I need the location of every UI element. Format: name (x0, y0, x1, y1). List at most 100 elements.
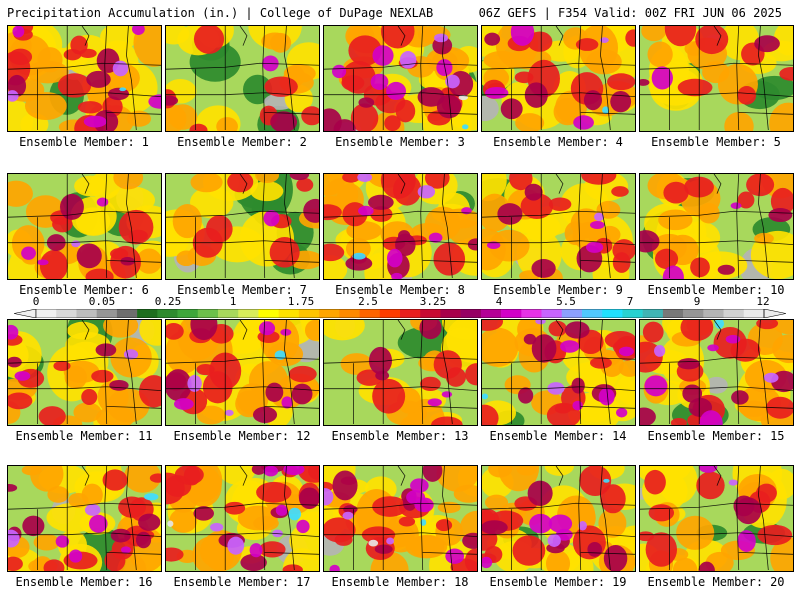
precip-area (399, 51, 417, 69)
colorbar-swatch (137, 309, 158, 318)
precip-area (600, 484, 626, 514)
precip-area (680, 320, 714, 341)
precip-area (461, 124, 469, 130)
colorbar-swatch (218, 309, 239, 318)
precip-area (380, 26, 415, 49)
precip-area (616, 407, 628, 418)
precip-area (433, 242, 466, 276)
precip-area (769, 102, 793, 131)
precip-area (583, 90, 603, 111)
precip-area (253, 515, 279, 531)
member-map (323, 173, 478, 280)
precip-area (553, 97, 582, 126)
precip-area (224, 409, 234, 416)
precip-area (768, 208, 793, 222)
precip-area (756, 320, 779, 330)
precip-area (482, 327, 519, 367)
member-map (7, 319, 162, 426)
colorbar-tick-label: 1 (229, 295, 237, 308)
state-border (106, 259, 161, 263)
state-border (422, 405, 477, 409)
state-border (640, 62, 793, 70)
precip-area (707, 344, 719, 352)
state-border (166, 502, 319, 510)
precip-area (644, 469, 666, 495)
precip-area (298, 487, 319, 510)
precip-area (332, 470, 358, 501)
precip-area (296, 178, 314, 192)
precip-area (102, 469, 128, 491)
state-border (758, 26, 769, 131)
member-label-text: Ensemble Member: (489, 429, 606, 443)
precip-area (43, 559, 65, 571)
state-border (284, 320, 295, 425)
precip-area (166, 95, 179, 106)
precip-area (676, 515, 715, 550)
precip-area (607, 73, 635, 91)
state-border (600, 26, 611, 131)
state-border (555, 320, 564, 340)
precip-area (109, 379, 129, 391)
precip-area (664, 26, 697, 47)
precip-area (724, 111, 754, 131)
precip-area (441, 391, 453, 398)
precip-area (118, 496, 146, 518)
member-number: 16 (138, 575, 153, 589)
state-border (580, 551, 635, 555)
precip-area (433, 350, 462, 379)
state-border (482, 62, 635, 70)
precip-area (398, 516, 416, 527)
precip-area (289, 521, 319, 561)
precip-area (641, 26, 667, 42)
precip-area (190, 320, 218, 341)
precip-area (560, 340, 580, 353)
precip-map-graphic (324, 466, 477, 571)
member-number: 17 (296, 575, 311, 589)
state-border (713, 466, 722, 486)
precip-area (730, 202, 742, 210)
precip-area (548, 320, 567, 337)
precipitation-colorbar (14, 309, 786, 318)
member-map (639, 173, 794, 280)
state-border (397, 320, 406, 340)
precip-area (138, 513, 161, 531)
member-map (165, 319, 320, 426)
precip-area (103, 320, 139, 338)
precip-area (465, 363, 477, 386)
member-label: Ensemble Member: 9 (479, 283, 637, 297)
state-border (600, 174, 611, 279)
precip-area (698, 561, 715, 571)
state-border (600, 320, 611, 425)
precip-area (21, 466, 42, 476)
member-number: 7 (299, 283, 307, 297)
precip-area (261, 32, 289, 50)
precip-area (655, 248, 679, 270)
colorbar-swatch (400, 309, 421, 318)
state-border (578, 320, 582, 425)
member-label: Ensemble Member: 19 (479, 575, 637, 589)
precip-area (86, 70, 111, 88)
precip-area (417, 185, 436, 199)
precip-area (63, 360, 100, 383)
colorbar-tick-label: 9 (693, 295, 701, 308)
precip-area (166, 547, 184, 562)
member-map (323, 25, 478, 132)
precip-area (737, 530, 756, 552)
precip-area (342, 174, 360, 183)
member-number: 2 (299, 135, 307, 149)
precip-area (520, 193, 554, 219)
precip-area (250, 181, 284, 202)
colorbar-swatch (501, 309, 522, 318)
precip-area (735, 497, 762, 525)
precip-area (368, 539, 379, 547)
state-border (264, 405, 319, 409)
precip-area (324, 488, 334, 506)
state-border (420, 466, 424, 571)
colorbar-swatch (76, 309, 97, 318)
state-border (640, 502, 793, 510)
precip-area (296, 519, 310, 534)
state-border (284, 174, 295, 279)
state-border (442, 26, 453, 131)
precip-area (420, 376, 441, 392)
precip-area (564, 321, 590, 339)
